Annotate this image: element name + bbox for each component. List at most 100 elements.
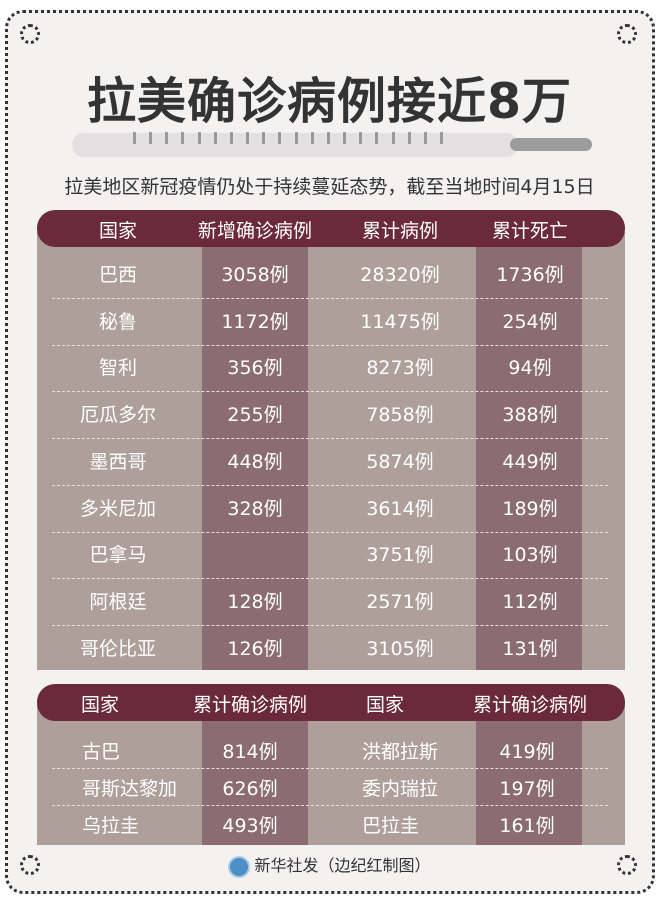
tick xyxy=(278,132,282,144)
tick xyxy=(326,132,330,144)
tick xyxy=(181,132,185,144)
corner-ring-icon xyxy=(617,855,637,875)
column-header: 国家 xyxy=(98,220,138,242)
table-cell: 493例 xyxy=(222,815,278,837)
row-divider xyxy=(52,298,608,299)
row-divider xyxy=(52,805,608,806)
country-name: 洪都拉斯 xyxy=(362,741,439,763)
table-cell: 131例 xyxy=(502,637,558,660)
tick xyxy=(423,132,427,144)
country-name: 哥伦比亚 xyxy=(79,637,157,660)
tick xyxy=(310,132,314,144)
corner-ring-icon xyxy=(20,855,40,875)
column-header: 新增确诊病例 xyxy=(197,220,313,242)
table-cell: 3105例 xyxy=(366,637,434,660)
table-cell: 94例 xyxy=(508,357,552,380)
tick xyxy=(197,132,201,144)
table-cell: 3058例 xyxy=(221,264,289,286)
table-cell: 449例 xyxy=(502,450,558,473)
country-name: 乌拉圭 xyxy=(82,815,140,837)
tick xyxy=(246,132,250,144)
table-cell: 103例 xyxy=(502,544,558,567)
tick xyxy=(133,132,136,144)
country-name: 巴西 xyxy=(98,264,138,286)
table-cell: 128例 xyxy=(227,590,283,613)
row-divider xyxy=(52,624,608,626)
credit: 新华社发（边纪红制图） xyxy=(254,856,431,875)
tick xyxy=(165,132,169,144)
table-cell: 11475例 xyxy=(360,310,440,333)
table2-body xyxy=(37,705,625,845)
table-cell: 448例 xyxy=(227,450,283,473)
table1-body xyxy=(37,232,625,670)
tick xyxy=(391,132,395,144)
country-name: 哥斯达黎加 xyxy=(82,778,178,800)
footer: 新华社发（边纪红制图） xyxy=(0,852,659,878)
row-divider xyxy=(52,578,608,580)
table-cell: 5874例 xyxy=(366,450,434,473)
table2-header xyxy=(37,684,625,721)
table-cell: 126例 xyxy=(227,637,283,660)
table-cell: 3751例 xyxy=(366,544,434,567)
tick xyxy=(407,132,411,144)
column-header: 累计死亡 xyxy=(491,220,569,242)
table1-header xyxy=(37,210,625,247)
row-divider xyxy=(52,391,608,393)
table-cell: 3614例 xyxy=(366,497,434,520)
table-cell: 255例 xyxy=(227,404,283,427)
table-cell: 8273例 xyxy=(366,357,434,380)
tick xyxy=(294,132,298,144)
table-cell: 189例 xyxy=(502,497,558,520)
table-cell: 7858例 xyxy=(366,404,434,427)
column-header: 累计确诊病例 xyxy=(192,694,308,716)
subtitle: 拉美地区新冠疫情仍处于持续蔓延态势，截至当地时间4月15日 xyxy=(64,176,595,198)
country-name: 巴拿马 xyxy=(89,544,147,567)
column-header: 累计病例 xyxy=(361,220,439,242)
tick xyxy=(229,132,233,144)
table-cell: 328例 xyxy=(227,497,283,520)
corner-ring-icon xyxy=(617,24,637,44)
table-cell: 626例 xyxy=(222,778,278,800)
table-cell: 1172例 xyxy=(221,310,289,333)
country-name: 巴拉圭 xyxy=(362,815,420,837)
table-cell: 1736例 xyxy=(496,264,564,286)
table-cell: 2571例 xyxy=(366,590,434,613)
country-name: 古巴 xyxy=(82,741,121,763)
page-title: 拉美确诊病例接近8万 xyxy=(86,73,573,130)
thermometer-tip xyxy=(510,138,592,151)
country-name: 阿根廷 xyxy=(89,590,147,613)
table-cell: 254例 xyxy=(502,310,558,333)
tick xyxy=(343,132,347,144)
xinhua-logo-icon xyxy=(228,855,251,878)
row-divider xyxy=(52,438,608,440)
country-name: 委内瑞拉 xyxy=(362,778,439,800)
row-divider xyxy=(52,344,608,346)
country-name: 多米尼加 xyxy=(79,497,157,520)
corner-ring-icon xyxy=(20,24,40,44)
tick xyxy=(359,132,363,144)
row-divider xyxy=(52,768,608,769)
column-header: 国家 xyxy=(365,694,405,716)
tick xyxy=(149,132,153,144)
table-cell: 356例 xyxy=(227,357,283,380)
column-header: 累计确诊病例 xyxy=(472,694,588,716)
tick xyxy=(375,132,379,144)
table-cell: 161例 xyxy=(499,815,555,837)
table-cell: 814例 xyxy=(222,741,278,763)
table-cell: 112例 xyxy=(502,590,558,613)
country-name: 墨西哥 xyxy=(89,450,147,473)
tick xyxy=(439,132,443,144)
tick xyxy=(213,132,217,144)
country-name: 智利 xyxy=(98,357,138,380)
table-cell: 28320例 xyxy=(360,264,440,286)
tick xyxy=(262,132,266,144)
table-cell: 419例 xyxy=(499,741,555,763)
table-cell: 197例 xyxy=(499,778,555,800)
column-header: 国家 xyxy=(80,694,120,716)
country-name: 厄瓜多尔 xyxy=(79,404,157,427)
thermometer-ticks xyxy=(133,132,443,144)
row-divider xyxy=(52,484,608,486)
country-name: 秘鲁 xyxy=(98,310,138,333)
table-cell: 388例 xyxy=(502,404,558,427)
row-divider xyxy=(52,531,608,533)
